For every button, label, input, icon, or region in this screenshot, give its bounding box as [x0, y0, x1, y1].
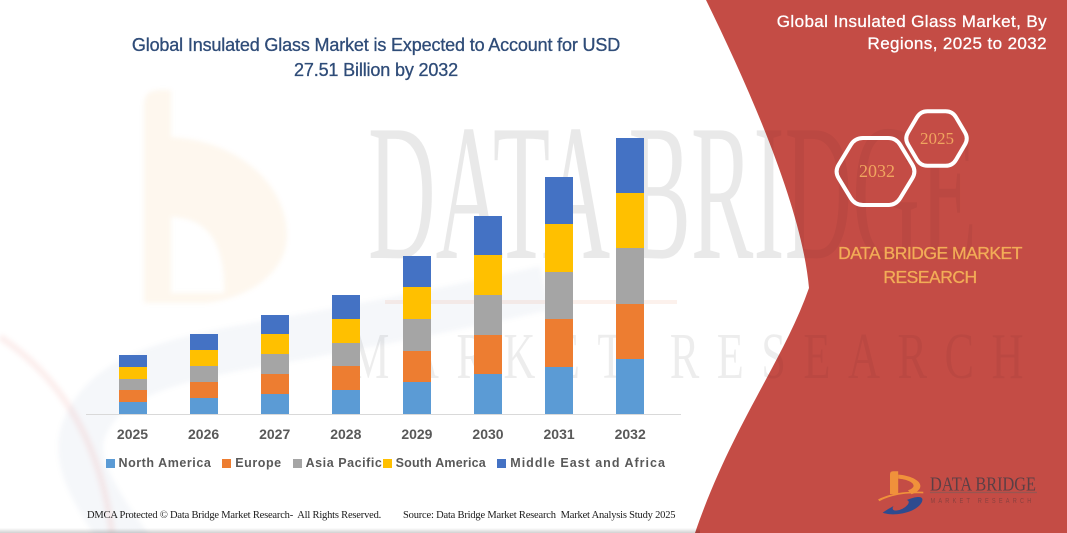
svg-text:MARKET RESEARCH: MARKET RESEARCH: [350, 320, 1041, 393]
svg-text:MARKET RESEARCH: MARKET RESEARCH: [931, 498, 1035, 505]
svg-text:DATA BRIDGE: DATA BRIDGE: [930, 475, 1036, 496]
